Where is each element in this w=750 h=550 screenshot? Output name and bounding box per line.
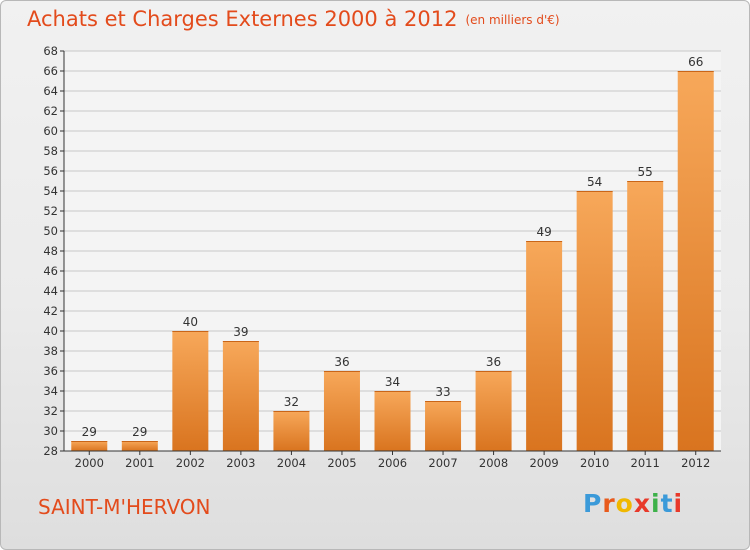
- bar-2010: [576, 191, 613, 451]
- x-tick-label: 2001: [125, 456, 154, 470]
- proxiti-logo[interactable]: Proxiti: [583, 489, 683, 518]
- logo-letter: o: [615, 489, 634, 518]
- y-tick-label: 58: [43, 144, 58, 158]
- chart-title-text: Achats et Charges Externes 2000 à 2012: [27, 7, 458, 31]
- y-tick-label: 68: [43, 44, 58, 58]
- x-tick-label: 2009: [529, 456, 558, 470]
- bar-value-label: 29: [132, 425, 147, 439]
- y-tick-label: 50: [43, 224, 58, 238]
- y-axis: 28 30 32 34 36 38 40 42 44 46 48 50 52 54 56 58 60 62 64 66…: [43, 44, 65, 458]
- logo-letter: P: [583, 489, 603, 518]
- y-tick-label: 52: [43, 204, 58, 218]
- bar-2004: [273, 411, 310, 451]
- bar-value-label: 54: [587, 175, 602, 189]
- x-tick-label: 2003: [226, 456, 255, 470]
- chart-title: Achats et Charges Externes 2000 à 2012 (e…: [27, 7, 560, 31]
- x-tick-label: 2012: [681, 456, 710, 470]
- bar-value-label: 55: [638, 165, 653, 179]
- bar-value-label: 33: [435, 385, 450, 399]
- bar-value-label: 49: [536, 225, 551, 239]
- bar-2008: [475, 371, 512, 451]
- bar-value-label: 66: [688, 55, 703, 69]
- bar-2009: [526, 241, 563, 451]
- y-tick-label: 62: [43, 104, 58, 118]
- x-tick-label: 2005: [327, 456, 356, 470]
- logo-letter: i: [651, 489, 661, 518]
- bar-value-label: 36: [334, 355, 349, 369]
- bar-value-label: 40: [183, 315, 198, 329]
- x-tick-label: 2006: [378, 456, 407, 470]
- bar-value-label: 32: [284, 395, 299, 409]
- bar-value-label: 34: [385, 375, 400, 389]
- x-tick-label: 2002: [176, 456, 205, 470]
- x-tick-label: 2000: [75, 456, 104, 470]
- bar-value-label: 29: [82, 425, 97, 439]
- y-tick-label: 46: [43, 264, 58, 278]
- y-tick-label: 44: [43, 284, 58, 298]
- bar-value-label: 36: [486, 355, 501, 369]
- y-tick-label: 30: [43, 424, 58, 438]
- x-axis: 2000 2001 2002 2003 2004 2005 2006 2007 2008 2009…: [64, 450, 721, 470]
- bar-2002: [172, 331, 209, 451]
- y-tick-label: 32: [43, 404, 58, 418]
- logo-letter: t: [660, 489, 674, 518]
- logo-letter: r: [602, 489, 616, 518]
- y-tick-label: 38: [43, 344, 58, 358]
- y-tick-label: 60: [43, 124, 58, 138]
- bar-2006: [374, 391, 411, 451]
- y-tick-label: 28: [43, 444, 58, 458]
- y-tick-label: 54: [43, 184, 58, 198]
- x-tick-label: 2011: [631, 456, 660, 470]
- bar-2011: [627, 181, 664, 451]
- bar-2005: [323, 371, 360, 451]
- bar-2001: [121, 441, 158, 451]
- bar-2007: [425, 401, 462, 451]
- bar-value-label: 39: [233, 325, 248, 339]
- y-tick-label: 56: [43, 164, 58, 178]
- bar-2003: [222, 341, 259, 451]
- y-tick-label: 48: [43, 244, 58, 258]
- x-tick-label: 2010: [580, 456, 609, 470]
- bar-2012: [677, 71, 714, 451]
- y-tick-label: 34: [43, 384, 58, 398]
- bar-2000: [71, 441, 108, 451]
- x-tick-label: 2004: [277, 456, 306, 470]
- y-tick-label: 36: [43, 364, 58, 378]
- logo-letter: x: [633, 489, 651, 518]
- y-tick-label: 66: [43, 64, 58, 78]
- y-tick-label: 40: [43, 324, 58, 338]
- chart-unit: (en milliers d'€): [465, 13, 560, 27]
- y-tick-label: 42: [43, 304, 58, 318]
- y-tick-label: 64: [43, 84, 58, 98]
- x-tick-label: 2008: [479, 456, 508, 470]
- logo-letter: i: [673, 489, 684, 518]
- x-tick-label: 2007: [428, 456, 457, 470]
- commune-name: SAINT-M'HERVON: [38, 495, 211, 519]
- bars: 29 29 40 39 32 36 34 33 36 49 54 55 66: [71, 55, 714, 451]
